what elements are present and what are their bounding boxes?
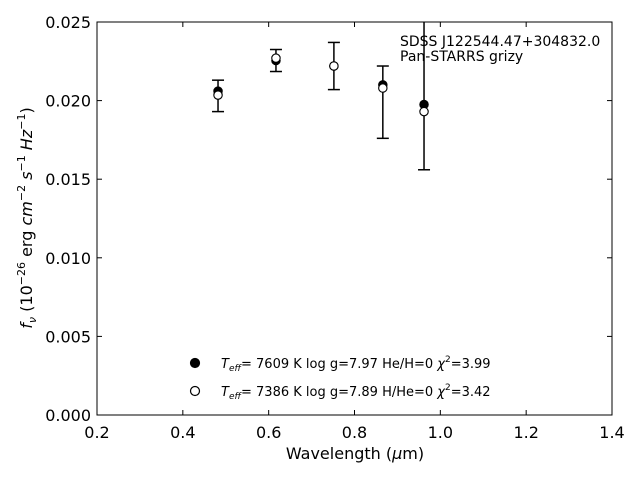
legend-label-filled: Teff= 7609 K log g=7.97 He/H=0 χ2=3.99 [221,355,491,374]
model-point-open [419,106,429,117]
x-tick-label: 0.4 [170,423,195,442]
y-tick-label: 0.000 [45,406,91,425]
y-tick-label: 0.010 [45,249,91,268]
model-point-open [329,61,339,71]
x-axis: 0.2 0.4 0.6 0.8 1.0 1.2 1.4 [84,22,625,442]
error-bars [212,22,431,171]
error-bar [376,65,389,140]
model-point-open [271,53,281,63]
x-axis-label: Wavelength (μm) [286,444,424,463]
y-tick-label: 0.020 [45,92,91,111]
x-tick-label: 0.6 [256,423,281,442]
y-axis-label: fν (10−26 erg cm−2 s−1 Hz−1) [15,107,39,328]
error-bar [418,22,431,171]
y-tick-label: 0.005 [45,327,91,346]
x-tick-label: 0.2 [84,423,109,442]
model-point-open [378,83,388,93]
x-tick-label: 1.0 [428,423,453,442]
legend-label-open: Teff= 7386 K log g=7.89 H/He=0 χ2=3.42 [221,383,491,402]
x-tick-label: 1.4 [599,423,624,442]
legend: Teff= 7609 K log g=7.97 He/H=0 χ2=3.99 T… [189,355,491,402]
legend-marker-filled [189,357,201,369]
x-tick-label: 0.8 [342,423,367,442]
legend-marker-open [189,385,201,397]
x-tick-label: 1.2 [513,423,538,442]
annotation-survey: Pan-STARRS grizy [400,49,523,65]
data-points [213,53,429,117]
annotation-object-name: SDSS J122544.47+304832.0 [400,34,600,50]
model-point-open [213,90,223,100]
y-tick-label: 0.025 [45,13,91,32]
y-tick-label: 0.015 [45,170,91,189]
y-axis: 0.000 0.005 0.010 0.015 0.020 0.025 [45,13,612,425]
